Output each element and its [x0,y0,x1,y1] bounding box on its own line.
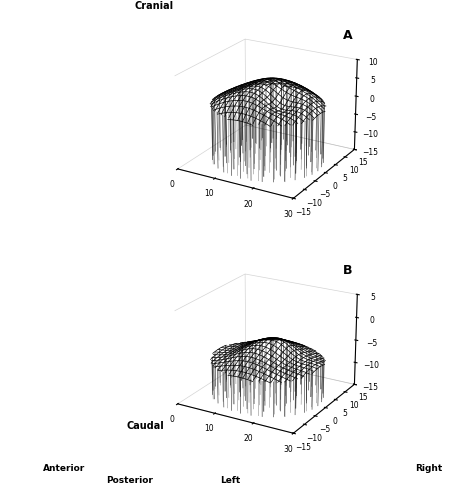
Text: Anterior: Anterior [43,464,86,473]
Text: B: B [343,264,352,277]
Text: Posterior: Posterior [106,476,153,485]
Text: Right: Right [415,464,443,473]
Text: Caudal: Caudal [126,421,164,431]
Text: Left: Left [220,476,241,485]
Text: A: A [343,29,352,42]
Text: Cranial: Cranial [134,0,173,11]
